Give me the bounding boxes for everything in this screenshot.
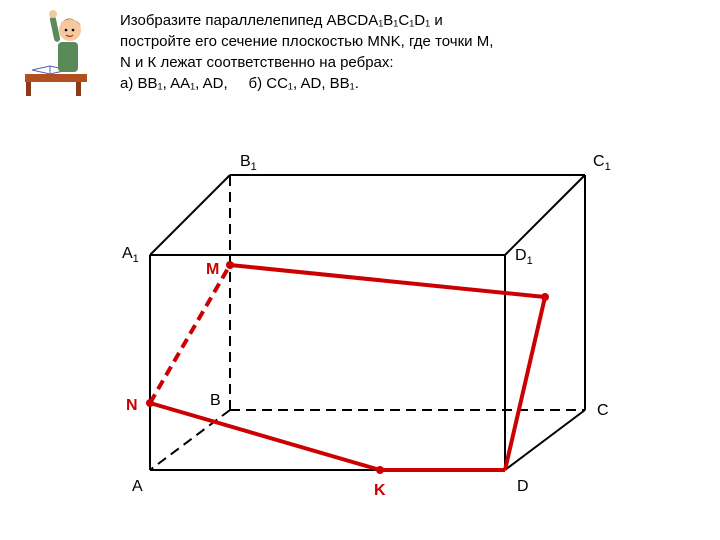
problem-line1: Изобразите параллелепипед ABCDA₁B₁C₁D₁ и	[120, 10, 493, 31]
diagram-svg	[90, 140, 630, 520]
label-B: B	[210, 392, 221, 410]
problem-line2: постройте его сечение плоскостью MNK, гд…	[120, 31, 493, 52]
label-C1: C1	[593, 153, 611, 173]
label-D1: D1	[515, 247, 533, 267]
label-M: M	[206, 261, 219, 279]
student-clipart	[20, 10, 100, 100]
label-D: D	[517, 478, 529, 496]
label-C: C	[597, 402, 609, 420]
header: Изобразите параллелепипед ABCDA₁B₁C₁D₁ и…	[20, 10, 700, 100]
problem-line4: а) BB₁, AA₁, AD, б) CC₁, AD, BB₁.	[120, 73, 493, 94]
label-A1: A1	[122, 245, 139, 265]
parallelepiped-diagram: B1 C1 A1 D1 B C A D M N K	[90, 140, 630, 520]
problem-line3: N и К лежат соответственно на ребрах:	[120, 52, 493, 73]
label-B1: B1	[240, 153, 257, 173]
problem-statement: Изобразите параллелепипед ABCDA₁B₁C₁D₁ и…	[120, 10, 493, 100]
label-A: A	[132, 478, 143, 496]
label-N: N	[126, 397, 138, 415]
label-K: K	[374, 482, 386, 500]
